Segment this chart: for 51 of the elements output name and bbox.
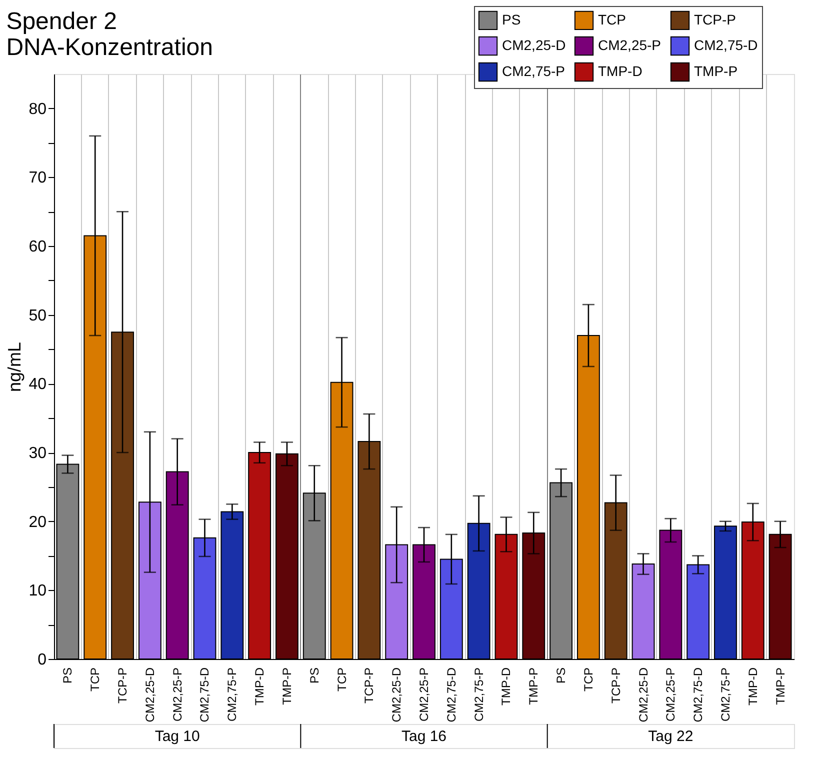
x-tick-label: Tag 22 [648, 728, 694, 745]
text: DNA-Konzentration [6, 34, 213, 61]
y-tick-label: 70 [28, 170, 47, 187]
text: CM2,75-D [198, 668, 212, 722]
text: CM2,25-P [664, 668, 678, 722]
text: CM2,75-D [444, 668, 458, 722]
text: CM2,75-P [718, 668, 732, 722]
text: CM2,25-P [417, 668, 431, 722]
text: PS [307, 668, 322, 684]
text: TCP [334, 668, 349, 692]
legend-label: TCP [598, 11, 626, 28]
text: CM2,25-P [170, 668, 184, 722]
text: CM2,75-D [691, 668, 706, 722]
y-axis-title: ng/mL [4, 342, 25, 392]
x-tick-label: Tag 10 [154, 728, 200, 745]
y-tick-label: 30 [28, 445, 47, 462]
y-tick-label: 40 [28, 376, 47, 394]
text: TCP [88, 668, 102, 692]
legend-label: TMP-P [694, 63, 738, 79]
text: CM2,25-D [142, 668, 157, 722]
text: CM2,25-D [636, 668, 650, 722]
text: TMP-D [746, 668, 760, 706]
text: TMP-D [252, 668, 267, 706]
y-tick-label: 50 [28, 307, 47, 324]
text: TMP-P [526, 668, 541, 705]
y-tick-label: 10 [28, 582, 47, 600]
text: PS [60, 668, 75, 684]
text: TCP-P [116, 668, 130, 704]
text: TMP-P [280, 668, 294, 705]
text: CM2,75-P [472, 668, 486, 722]
y-tick-label: 60 [28, 238, 47, 256]
text: CM2,75-P [225, 668, 240, 722]
text: PS [554, 668, 568, 684]
text: TMP-D [499, 668, 514, 706]
text: TCP-P [608, 668, 623, 704]
text: Spender 2 [6, 8, 117, 35]
y-tick-label: 80 [28, 100, 47, 118]
legend-label: PS [502, 11, 521, 28]
y-tick-label: 20 [28, 514, 47, 531]
legend-label: CM2,25-P [598, 37, 662, 53]
text: TCP [581, 668, 596, 692]
text: TMP-P [773, 668, 788, 705]
legend-label: CM2,75-D [694, 37, 758, 53]
y-tick-label: 0 [38, 652, 47, 668]
x-tick-label: Tag 16 [401, 728, 447, 745]
legend-label: TMP-D [598, 63, 642, 79]
legend-label: TCP-P [694, 11, 736, 28]
legend-label: CM2,25-D [502, 37, 566, 53]
text: CM2,25-D [390, 668, 404, 722]
legend-label: CM2,75-P [502, 63, 566, 79]
text: TCP-P [362, 668, 376, 704]
